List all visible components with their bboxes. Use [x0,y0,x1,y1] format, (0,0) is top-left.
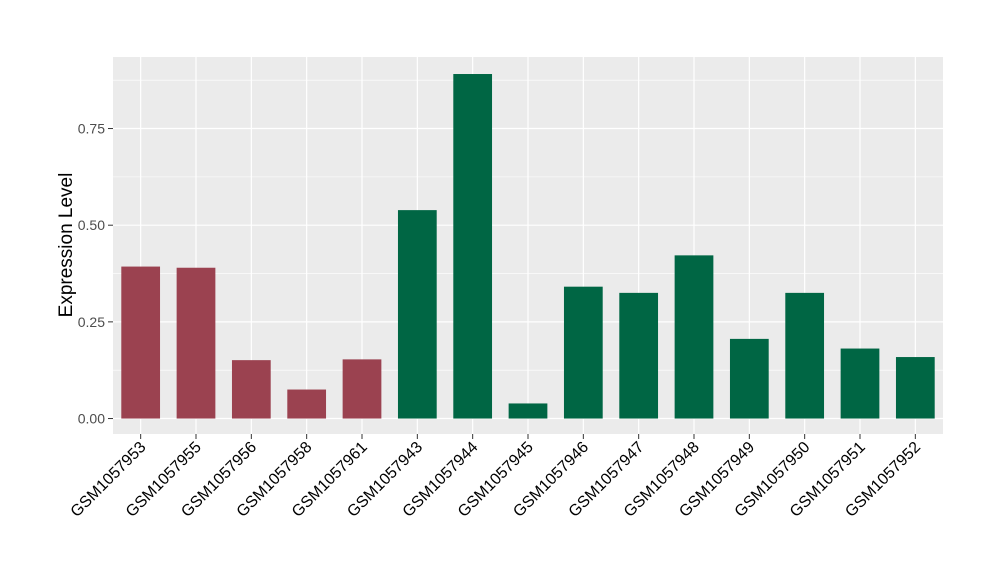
bar-GSM1057958 [287,389,327,419]
bar-GSM1057943 [397,210,437,419]
bar-GSM1057947 [619,292,659,419]
y-tick-label: 0.50 [78,217,105,233]
bar-GSM1057946 [563,286,603,419]
bar-GSM1057950 [785,292,825,419]
bar-GSM1057956 [231,360,271,419]
y-tick-label: 0.25 [78,314,105,330]
bar-GSM1057945 [508,403,548,419]
bar-GSM1057955 [176,267,216,419]
bar-GSM1057961 [342,359,382,419]
y-axis-title: Expression Level [56,173,77,318]
y-tick-label: 0.75 [78,121,105,137]
bar-GSM1057952 [895,357,935,419]
y-axis: 0.00 0.25 0.50 0.75 [78,121,113,427]
bar-GSM1057951 [840,348,880,419]
bar-GSM1057953 [121,266,161,419]
y-tick-label: 0.00 [78,411,105,427]
x-axis: GSM1057953GSM1057955GSM1057956GSM1057958… [68,434,924,521]
bar-GSM1057948 [674,255,714,419]
bars [121,74,935,419]
bar-GSM1057944 [453,74,493,419]
bar-GSM1057949 [729,338,769,419]
